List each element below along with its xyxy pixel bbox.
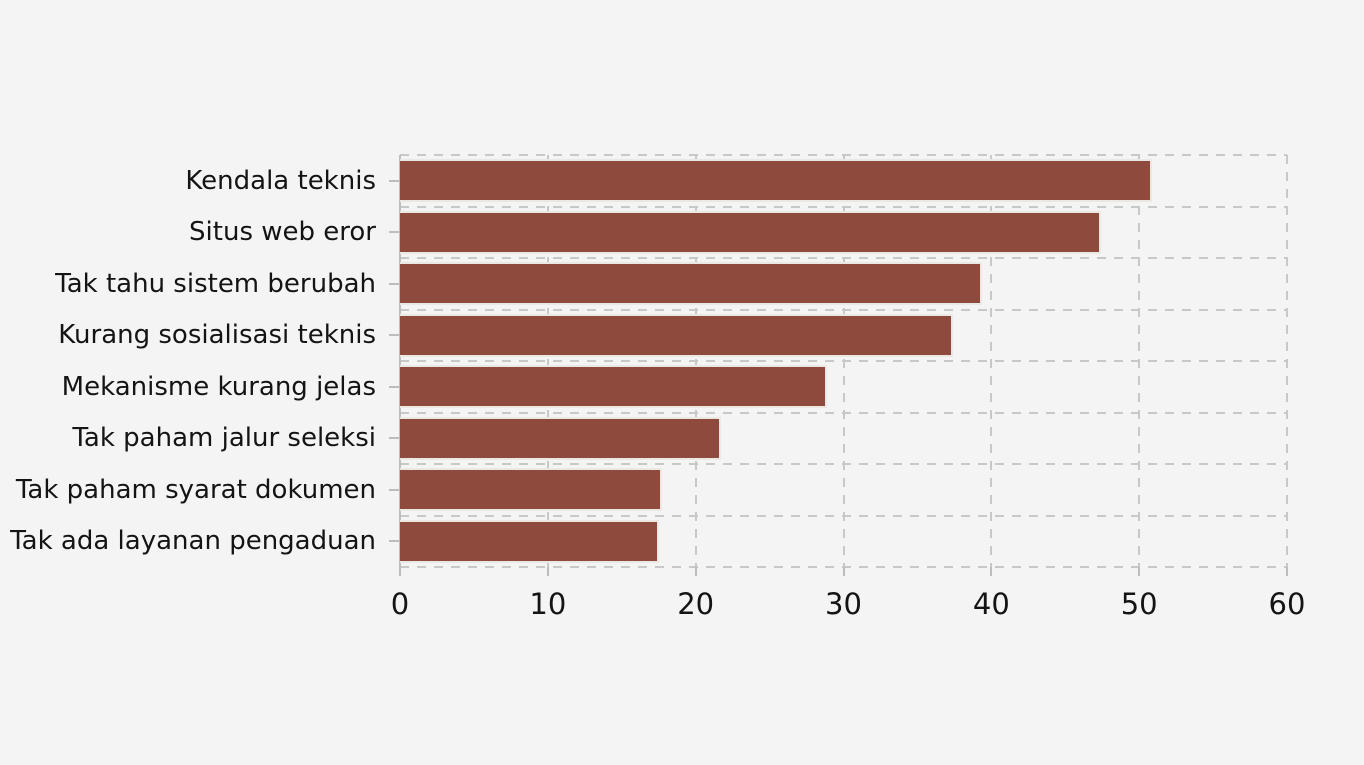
x-tick-mark bbox=[399, 567, 401, 576]
bar bbox=[400, 313, 953, 357]
bar bbox=[400, 365, 828, 409]
x-tick-mark bbox=[1138, 567, 1141, 576]
x-tick-label: 60 bbox=[1268, 587, 1306, 621]
y-tick-label: Tak tahu sistem berubah bbox=[55, 268, 376, 299]
gridline-vertical bbox=[842, 155, 845, 567]
x-tick-mark bbox=[842, 567, 845, 576]
x-tick-mark bbox=[1286, 567, 1288, 576]
y-tick-mark bbox=[389, 437, 400, 440]
bar bbox=[400, 210, 1101, 254]
y-tick-mark bbox=[389, 334, 400, 337]
x-tick-mark bbox=[546, 567, 549, 576]
y-tick-mark bbox=[389, 385, 400, 388]
y-tick-label: Kurang sosialisasi teknis bbox=[58, 320, 376, 351]
bar bbox=[400, 519, 659, 563]
y-tick-mark bbox=[389, 231, 400, 234]
x-tick-label: 40 bbox=[972, 587, 1010, 621]
bar bbox=[400, 159, 1153, 203]
x-tick-mark bbox=[990, 567, 993, 576]
x-tick-label: 20 bbox=[677, 587, 715, 621]
y-tick-label: Tak paham syarat dokumen bbox=[15, 474, 376, 505]
x-tick-label: 30 bbox=[825, 587, 862, 621]
x-tick-label: 10 bbox=[529, 587, 567, 621]
y-tick-mark bbox=[389, 282, 400, 285]
bar bbox=[400, 262, 983, 306]
x-axis-labels: 0 10 20 30 40 50 60 bbox=[391, 586, 1306, 626]
gridline-vertical bbox=[694, 155, 697, 567]
y-tick-label: Tak paham jalur seleksi bbox=[72, 423, 376, 454]
y-axis-labels: Kendala teknis Situs web eror Tak tahu sis… bbox=[0, 155, 376, 567]
gridline-vertical bbox=[1286, 155, 1288, 567]
y-tick-label: Mekanisme kurang jelas bbox=[61, 371, 376, 402]
x-tick-label: 50 bbox=[1120, 587, 1158, 621]
bar bbox=[400, 416, 721, 460]
y-tick-mark bbox=[389, 179, 400, 182]
bar bbox=[400, 468, 662, 512]
plot-area bbox=[399, 154, 1288, 568]
gridline-vertical bbox=[990, 155, 993, 567]
x-tick-label: 0 bbox=[390, 587, 410, 621]
x-tick-mark bbox=[694, 567, 697, 576]
y-tick-mark bbox=[389, 540, 400, 543]
y-tick-label: Kendala teknis bbox=[185, 165, 376, 196]
gridline-vertical bbox=[1138, 155, 1141, 567]
gridline-vertical bbox=[546, 155, 549, 567]
y-tick-mark bbox=[389, 488, 400, 491]
y-axis-spine bbox=[399, 155, 401, 567]
y-tick-label: Tak ada layanan pengaduan bbox=[10, 526, 376, 557]
y-tick-label: Situs web eror bbox=[189, 217, 376, 248]
